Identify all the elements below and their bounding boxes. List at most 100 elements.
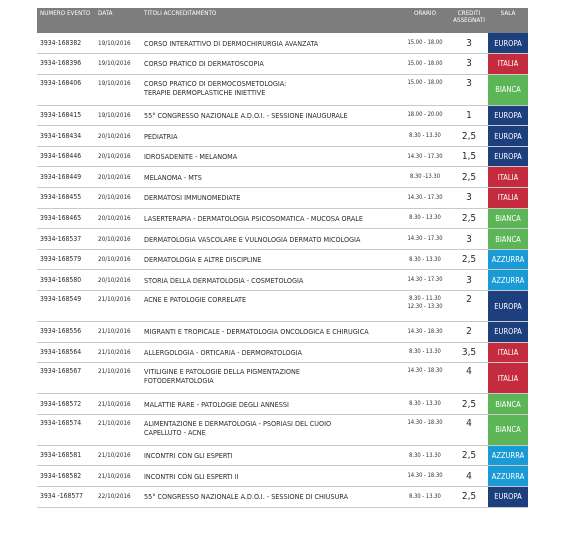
- event-time-cell: 8.30 - 11.30 12.30 - 13.30: [400, 290, 450, 323]
- event-title: ALIMENTAZIONE E DERMATOLOGIA - PSORIASI …: [144, 418, 332, 428]
- room-badge: EUROPA: [488, 146, 528, 168]
- table-row: 3934-168580 20/10/2016 STORIA DELLA DERMAT…: [37, 269, 528, 292]
- event-credits: 2,5: [450, 445, 488, 467]
- event-credits: 1,5: [450, 146, 488, 168]
- header-data: DATA: [98, 10, 113, 17]
- event-time-cell: 14.30 - 17.30: [400, 146, 450, 168]
- room-badge: AZZURRA: [488, 465, 528, 487]
- room-badge: AZZURRA: [488, 269, 528, 292]
- event-time-cell: 14.30 - 18.30: [400, 321, 450, 343]
- table-row: 3934-168449 20/10/2016 MELANOMA - MTS 8.30 …: [37, 166, 528, 189]
- room-badge: ITALIA: [488, 53, 528, 75]
- event-number: 3934-168455: [37, 187, 95, 209]
- table-row: 3934 -168577 22/10/2016 55° CONGRESSO NAZI…: [37, 486, 528, 508]
- event-date: 21/10/2016: [95, 465, 141, 487]
- event-time: 8.30 - 13.30: [409, 493, 441, 500]
- event-title-cell: MELANOMA - MTS: [141, 166, 400, 189]
- room-badge: ITALIA: [488, 166, 528, 189]
- event-credits: 2,5: [450, 208, 488, 230]
- event-credits: 2,5: [450, 249, 488, 271]
- event-time-cell: 14.30 - 17.30: [400, 228, 450, 250]
- event-title: INCONTRI CON GLI ESPERTI: [144, 451, 233, 461]
- event-number: 3934-168582: [37, 465, 95, 487]
- table-row: 3934-168581 21/10/2016 INCONTRI CON GLI ES…: [37, 445, 528, 467]
- event-title: MALATTIE RARE - PATOLOGIE DEGLI ANNESSI: [144, 399, 289, 409]
- event-number: 3934-168449: [37, 166, 95, 189]
- event-credits: 4: [450, 362, 488, 395]
- event-date: 21/10/2016: [95, 445, 141, 467]
- room-badge: EUROPA: [488, 105, 528, 127]
- event-title-cell: PEDIATRIA: [141, 125, 400, 147]
- event-time-cell: 14.30 - 18.30: [400, 465, 450, 487]
- room-badge: ITALIA: [488, 362, 528, 395]
- event-title-cell: CORSO INTERATTIVO DI DERMOCHIRURGIA AVAN…: [141, 33, 400, 55]
- room-badge: BIANCA: [488, 228, 528, 250]
- room-badge: AZZURRA: [488, 249, 528, 271]
- event-title: CORSO PRATICO DI DERMOCOSMETOLOGIA:: [144, 78, 287, 88]
- room-badge: EUROPA: [488, 125, 528, 147]
- table-row: 3934-168572 21/10/2016 MALATTIE RARE - PAT…: [37, 393, 528, 415]
- event-title-cell: LASERTERAPIA - DERMATOLOGIA PSICOSOMATIC…: [141, 208, 400, 230]
- event-number: 3934-168537: [37, 228, 95, 250]
- event-time-cell: 8.30 -13.30: [400, 166, 450, 189]
- event-date: 20/10/2016: [95, 146, 141, 168]
- event-title-cell: DERMATOLOGIA VASCOLARE E VULNOLOGIA DERM…: [141, 228, 400, 250]
- event-time: 8.30 - 13.30: [409, 133, 441, 140]
- event-title: CORSO INTERATTIVO DI DERMOCHIRURGIA AVAN…: [144, 38, 319, 48]
- event-credits: 1: [450, 105, 488, 127]
- event-time-cell: 8.30 - 13.30: [400, 393, 450, 415]
- room-badge: ITALIA: [488, 342, 528, 364]
- event-number: 3934-168434: [37, 125, 95, 147]
- event-time-cell: 8.30 - 13.30: [400, 445, 450, 467]
- event-credits: 3: [450, 74, 488, 106]
- event-credits: 2: [450, 321, 488, 343]
- event-time: 15.00 - 18.00: [407, 60, 443, 67]
- event-credits: 2: [450, 290, 488, 323]
- event-number: 3934-168446: [37, 146, 95, 168]
- room-badge: EUROPA: [488, 321, 528, 343]
- event-number: 3934-168580: [37, 269, 95, 292]
- table-row: 3934-168396 19/10/2016 CORSO PRATICO DI DE…: [37, 53, 528, 75]
- event-title-line2: TERAPIE DERMOPLASTICHE INIETTIVE: [144, 87, 266, 97]
- table-row: 3934-168549 21/10/2016 ACNE E PATOLOGIE CO…: [37, 290, 528, 323]
- event-time: 8.30 - 13.30: [409, 349, 441, 356]
- event-title-cell: ALIMENTAZIONE E DERMATOLOGIA - PSORIASI …: [141, 414, 400, 446]
- event-credits: 4: [450, 465, 488, 487]
- table-body: 3934-168382 19/10/2016 CORSO INTERATTIVO D…: [37, 33, 528, 508]
- table-header-row: NUMERO EVENTO DATA TITOLI ACCREDITAMENTO…: [37, 8, 528, 33]
- event-title-cell: ACNE E PATOLOGIE CORRELATE: [141, 290, 400, 323]
- room-badge: EUROPA: [488, 290, 528, 323]
- event-title-cell: CORSO PRATICO DI DERMOCOSMETOLOGIA: TERAP…: [141, 74, 400, 106]
- event-date: 21/10/2016: [95, 290, 141, 323]
- event-title: CORSO PRATICO DI DERMATOSCOPIA: [144, 59, 264, 69]
- room-badge: BIANCA: [488, 414, 528, 446]
- event-date: 21/10/2016: [95, 342, 141, 364]
- event-credits: 4: [450, 414, 488, 446]
- event-date: 20/10/2016: [95, 187, 141, 209]
- table-row: 3934-168382 19/10/2016 CORSO INTERATTIVO D…: [37, 33, 528, 55]
- event-time: 8.30 - 13.30: [409, 215, 441, 222]
- room-badge: AZZURRA: [488, 445, 528, 467]
- table-row: 3934-168415 19/10/2016 55° CONGRESSO NAZIO…: [37, 105, 528, 127]
- event-credits: 3: [450, 228, 488, 250]
- event-time: 14.30 - 18.30: [407, 473, 443, 480]
- event-number: 3934-168465: [37, 208, 95, 230]
- header-numero-evento: NUMERO EVENTO: [40, 10, 91, 17]
- event-time-cell: 18.00 - 20.00: [400, 105, 450, 127]
- event-number: 3934-168564: [37, 342, 95, 364]
- event-title: VITILIGINE E PATOLOGIE DELLA PIGMENTAZIO…: [144, 367, 300, 377]
- event-number: 3934-168382: [37, 33, 95, 55]
- event-title-line2: CAPELLUTO - ACNE: [144, 427, 206, 437]
- event-time: 14.30 - 17.30: [407, 194, 443, 201]
- event-time-cell: 14.30 - 17.30: [400, 269, 450, 292]
- event-number: 3934-168574: [37, 414, 95, 446]
- event-time: 8.30 - 13.30: [409, 256, 441, 263]
- table-row: 3934-168567 21/10/2016 VITILIGINE E PATOL…: [37, 362, 528, 395]
- event-title-cell: INCONTRI CON GLI ESPERTI: [141, 445, 400, 467]
- table-row: 3934-168579 20/10/2016 DERMATOLOGIA E ALTR…: [37, 249, 528, 271]
- room-badge: ITALIA: [488, 187, 528, 209]
- event-number: 3934-168567: [37, 362, 95, 395]
- event-title-cell: INCONTRI CON GLI ESPERTI II: [141, 465, 400, 487]
- event-title-cell: DERMATOSI IMMUNOMEDIATE: [141, 187, 400, 209]
- event-title-cell: IDROSADENITE - MELANOMA: [141, 146, 400, 168]
